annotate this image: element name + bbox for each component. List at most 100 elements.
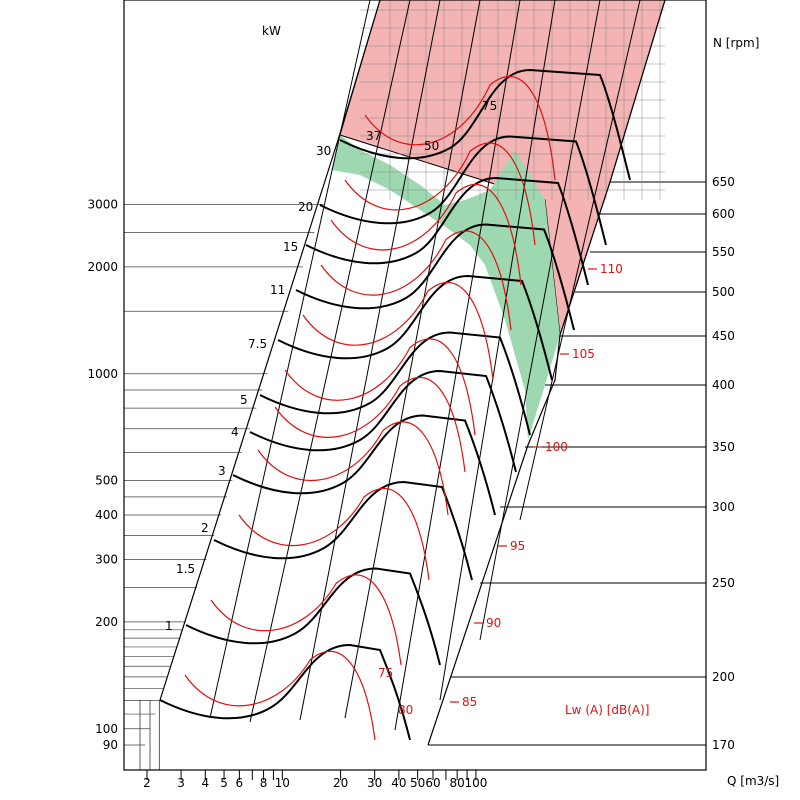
efficiency-line	[439, 0, 556, 701]
x-tick-label: 2	[143, 776, 151, 790]
x-tick-label: 4	[201, 776, 209, 790]
y-tick-label: 200	[95, 615, 118, 629]
pressure-curve	[339, 68, 631, 181]
sound-label: 85	[462, 695, 477, 709]
efficiency-label: 50	[424, 139, 439, 153]
x-tick-label: 3	[177, 776, 185, 790]
x-axis-label: Q [m3/s]	[727, 774, 779, 788]
pressure-curve	[259, 331, 531, 436]
sound-curve	[344, 142, 536, 246]
x-tick-label: 30	[367, 776, 382, 790]
rpm-label: 450	[712, 329, 735, 343]
chart-frame	[123, 0, 707, 780]
x-tick-label: 50	[410, 776, 425, 790]
x-tick-label: 40	[391, 776, 406, 790]
x-tick-label: 8	[260, 776, 268, 790]
x-tick-label: 20	[333, 776, 348, 790]
operating-regions	[332, 0, 666, 440]
pressure-curve	[159, 643, 411, 741]
rpm-label: 550	[712, 245, 735, 259]
power-label: 1	[165, 619, 173, 633]
rpm-label: 650	[712, 175, 735, 189]
efficiency-line	[299, 0, 441, 721]
y-tick-label: 90	[103, 738, 118, 752]
efficiency-label: 37	[366, 129, 381, 143]
pressure-curve	[249, 369, 517, 473]
sound-label: 105	[572, 347, 595, 361]
efficiency-line	[249, 0, 411, 723]
zone-cell-grid	[360, 0, 665, 200]
y-tick-label: 100	[95, 722, 118, 736]
y-tick-label: 2000	[87, 260, 118, 274]
sound-curve	[284, 338, 476, 436]
efficiency-line	[394, 0, 521, 731]
efficiency-line	[344, 0, 481, 719]
grid	[124, 181, 706, 770]
field-left-edge	[159, 0, 381, 701]
pressure-curve	[213, 480, 473, 581]
rpm-axis-label: N [rpm]	[713, 36, 759, 50]
power-label: 7.5	[248, 337, 267, 351]
sound-curve	[274, 376, 466, 473]
pressure-curve	[232, 414, 496, 516]
sound-label: 95	[510, 539, 525, 553]
x-tick-label: 80	[450, 776, 465, 790]
rpm-label: 200	[712, 670, 735, 684]
x-tick-label: 100	[464, 776, 487, 790]
rpm-label: 600	[712, 207, 735, 221]
rpm-label: 400	[712, 378, 735, 392]
y-tick-label: 300	[95, 552, 118, 566]
x-tick-label: 5	[220, 776, 228, 790]
sound-label: 90	[486, 616, 501, 630]
sound-curve	[364, 75, 556, 181]
power-label: 20	[298, 200, 313, 214]
sound-label: 80	[398, 703, 413, 717]
efficiency-line	[479, 0, 601, 641]
plot-frame	[123, 0, 707, 771]
sound-curve	[184, 650, 376, 741]
power-label: 3	[218, 464, 226, 478]
power-label: 30	[316, 144, 331, 158]
power-label: 1.5	[176, 562, 195, 576]
x-tick-label: 6	[236, 776, 244, 790]
power-label: 15	[283, 240, 298, 254]
efficiency-line	[519, 0, 641, 521]
pressure-curve	[305, 176, 589, 286]
sound-label: 75	[378, 666, 393, 680]
pressure-curve	[295, 223, 575, 331]
field-right-edge	[427, 0, 666, 746]
efficiency-line	[209, 0, 371, 719]
pressure-curve	[319, 135, 607, 246]
sound-axis-label: Lw (A) [dB(A)]	[565, 703, 650, 717]
sound-curve	[238, 487, 430, 581]
efficiency-label: 75	[482, 99, 497, 113]
sound-curve	[330, 183, 522, 286]
sound-curve	[320, 230, 512, 331]
pressure-curve	[277, 274, 553, 381]
power-label: 4	[231, 425, 239, 439]
power-label: 5	[240, 393, 248, 407]
rpm-label: 250	[712, 576, 735, 590]
x-tick-label: 60	[425, 776, 440, 790]
sound-curve	[302, 281, 494, 381]
rpm-label: 170	[712, 738, 735, 752]
green-zone-region	[332, 135, 560, 440]
rpm-label: 300	[712, 500, 735, 514]
power-label: 11	[270, 283, 285, 297]
sound-label: 110	[600, 262, 623, 276]
pressure-curve	[185, 567, 441, 666]
characteristic-curves	[159, 0, 641, 741]
y-tick-label: 1000	[87, 367, 118, 381]
power-axis-label: kW	[262, 24, 281, 38]
y-tick-label: 400	[95, 508, 118, 522]
x-tick-label: 10	[275, 776, 290, 790]
sound-curve	[210, 574, 402, 666]
sound-curve	[257, 421, 449, 516]
power-label: 2	[201, 521, 209, 535]
y-tick-label: 3000	[87, 197, 118, 211]
y-tick-label: 500	[95, 474, 118, 488]
rpm-label: 350	[712, 440, 735, 454]
rpm-label: 500	[712, 285, 735, 299]
